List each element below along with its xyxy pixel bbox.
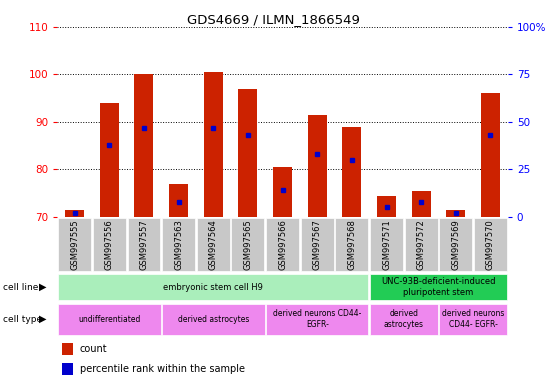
Bar: [439, 304, 507, 334]
Text: cell type: cell type: [3, 314, 42, 324]
Text: GSM997566: GSM997566: [278, 219, 287, 270]
Text: GDS4669 / ILMN_1866549: GDS4669 / ILMN_1866549: [187, 13, 359, 26]
Text: undifferentiated: undifferentiated: [78, 314, 140, 324]
Bar: [474, 218, 507, 271]
Bar: [440, 218, 472, 271]
Text: GSM997568: GSM997568: [347, 219, 357, 270]
Bar: [169, 184, 188, 217]
Bar: [62, 343, 73, 355]
Text: GSM997564: GSM997564: [209, 219, 218, 270]
Bar: [58, 304, 161, 334]
Bar: [162, 304, 265, 334]
Text: GSM997570: GSM997570: [486, 219, 495, 270]
Bar: [134, 74, 153, 217]
Bar: [342, 127, 361, 217]
Text: derived
astrocytes: derived astrocytes: [384, 310, 424, 329]
Text: GSM997556: GSM997556: [105, 219, 114, 270]
Text: derived astrocytes: derived astrocytes: [177, 314, 249, 324]
Bar: [446, 210, 465, 217]
Text: percentile rank within the sample: percentile rank within the sample: [80, 364, 245, 374]
Text: ▶: ▶: [39, 282, 47, 292]
Text: count: count: [80, 344, 108, 354]
Text: derived neurons
CD44- EGFR-: derived neurons CD44- EGFR-: [442, 310, 505, 329]
Text: ▶: ▶: [39, 314, 47, 324]
Bar: [204, 72, 223, 217]
Bar: [370, 304, 438, 334]
Bar: [128, 218, 161, 271]
Bar: [370, 218, 403, 271]
Bar: [62, 363, 73, 375]
Bar: [481, 93, 500, 217]
Bar: [197, 218, 230, 271]
Text: derived neurons CD44-
EGFR-: derived neurons CD44- EGFR-: [273, 310, 361, 329]
Bar: [412, 191, 431, 217]
Text: GSM997572: GSM997572: [417, 219, 426, 270]
Bar: [266, 304, 369, 334]
Bar: [308, 115, 327, 217]
Bar: [273, 167, 292, 217]
Bar: [232, 218, 264, 271]
Bar: [58, 218, 91, 271]
Bar: [100, 103, 119, 217]
Text: GSM997569: GSM997569: [452, 219, 460, 270]
Bar: [335, 218, 369, 271]
Bar: [301, 218, 334, 271]
Text: GSM997555: GSM997555: [70, 219, 79, 270]
Bar: [266, 218, 299, 271]
Text: cell line: cell line: [3, 283, 38, 291]
Bar: [162, 218, 195, 271]
Text: GSM997563: GSM997563: [174, 219, 183, 270]
Text: GSM997571: GSM997571: [382, 219, 391, 270]
Text: UNC-93B-deficient-induced
pluripotent stem: UNC-93B-deficient-induced pluripotent st…: [381, 277, 496, 297]
Text: GSM997557: GSM997557: [139, 219, 149, 270]
Text: GSM997567: GSM997567: [313, 219, 322, 270]
Bar: [377, 195, 396, 217]
Text: GSM997565: GSM997565: [244, 219, 252, 270]
Bar: [370, 274, 507, 300]
Text: embryonic stem cell H9: embryonic stem cell H9: [163, 283, 263, 291]
Bar: [65, 210, 84, 217]
Bar: [58, 274, 369, 300]
Bar: [405, 218, 437, 271]
Bar: [93, 218, 126, 271]
Bar: [239, 89, 257, 217]
